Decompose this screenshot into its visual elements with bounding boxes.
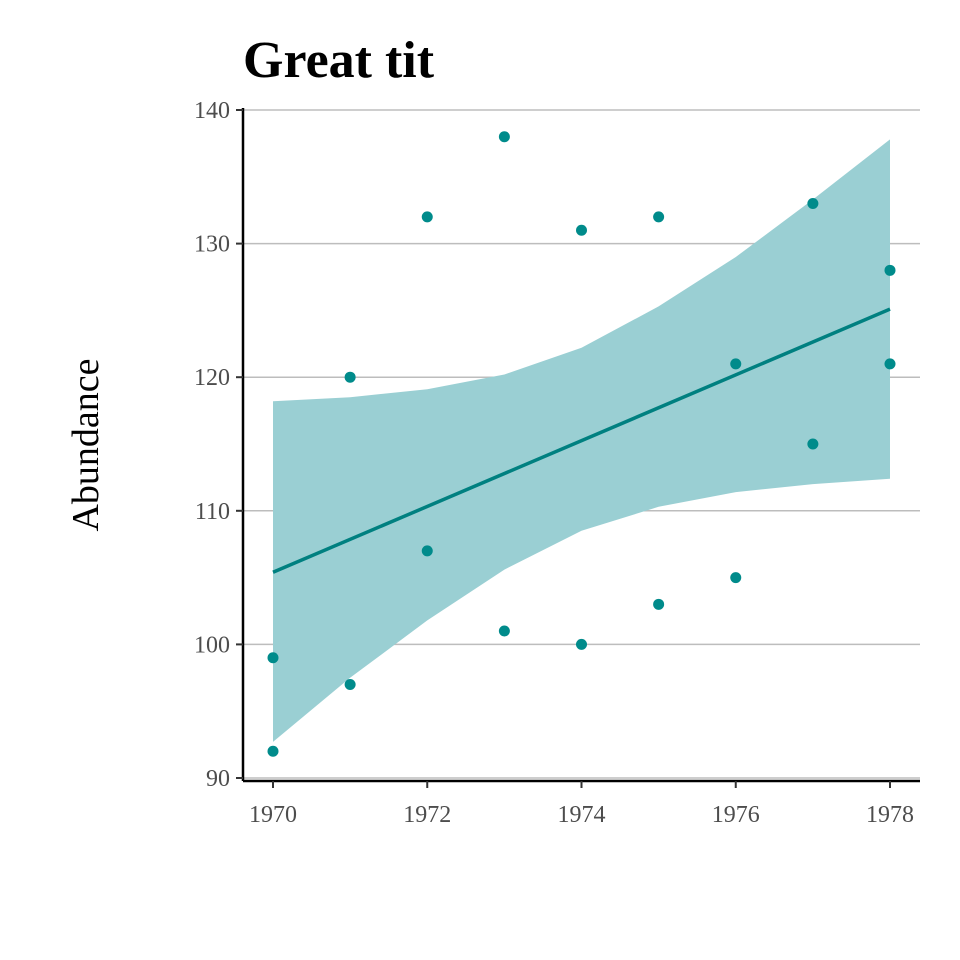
data-point bbox=[653, 211, 665, 223]
data-point bbox=[344, 678, 356, 690]
y-tick-label: 90 bbox=[206, 766, 230, 792]
data-point bbox=[576, 224, 587, 236]
data-point bbox=[267, 745, 279, 757]
x-tick-label: 1970 bbox=[249, 802, 297, 828]
y-axis-label: Abundance bbox=[65, 358, 107, 531]
data-point bbox=[421, 545, 433, 557]
x-tick-label: 1974 bbox=[558, 802, 606, 828]
data-point bbox=[498, 131, 510, 143]
data-point bbox=[730, 358, 742, 370]
y-tick-label: 100 bbox=[194, 632, 230, 658]
y-tick-label: 120 bbox=[194, 365, 230, 391]
data-point bbox=[576, 638, 587, 650]
data-point bbox=[421, 211, 433, 223]
x-tick-label: 1976 bbox=[712, 802, 760, 828]
data-point bbox=[653, 598, 665, 610]
y-tick-label: 140 bbox=[194, 98, 230, 124]
trend-line-layer bbox=[272, 307, 891, 574]
data-point bbox=[807, 438, 819, 450]
x-tick-label: 1978 bbox=[866, 802, 914, 828]
data-point bbox=[807, 198, 819, 210]
data-point bbox=[267, 652, 279, 664]
chart-title: Great tit bbox=[243, 32, 435, 89]
axes: 90 100 110 120 130 140 1970 1972 1974 1976 1978 bbox=[194, 98, 920, 828]
data-point bbox=[884, 358, 896, 370]
data-point bbox=[884, 264, 896, 276]
data-point bbox=[344, 371, 356, 383]
data-point bbox=[498, 625, 510, 637]
x-tick-label: 1972 bbox=[403, 802, 451, 828]
data-point bbox=[730, 572, 742, 584]
trend-line bbox=[272, 307, 891, 574]
y-tick-label: 130 bbox=[194, 232, 230, 258]
points-layer bbox=[267, 131, 896, 757]
y-tick-label: 110 bbox=[195, 499, 230, 525]
